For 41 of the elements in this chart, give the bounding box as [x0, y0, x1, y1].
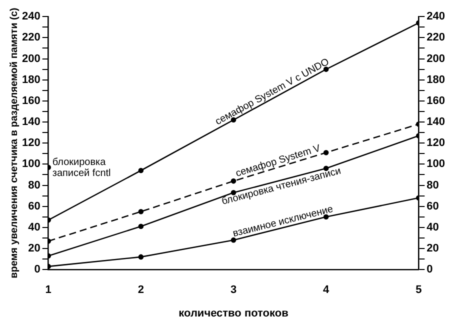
y-tick-label: 160: [22, 94, 40, 107]
y-tick-label: 100: [22, 158, 40, 170]
point: [230, 178, 236, 184]
y-tick-label: 220: [22, 32, 40, 44]
y2-tick-label: 220: [426, 32, 446, 44]
y2-tick-label: 40: [426, 221, 439, 234]
point: [138, 224, 144, 230]
y2-tick-label: 200: [426, 52, 446, 65]
x-tick-label: 3: [230, 284, 237, 296]
y-axis-title: время увеличения счетчика в разделяемой памяти (с): [8, 8, 20, 278]
y2-tick-label: 180: [426, 74, 446, 86]
y-tick-label: 60: [28, 200, 40, 212]
y-tick-label: 140: [22, 116, 40, 128]
y2-tick-label: 60: [426, 200, 439, 212]
x-tick-label: 5: [416, 284, 422, 296]
y2-tick-label: 0: [426, 264, 433, 276]
y2-tick-label: 140: [426, 116, 446, 128]
y-tick-label: 20: [28, 242, 40, 255]
y-tick-label: 120: [22, 137, 40, 150]
point: [230, 237, 236, 243]
y-tick-label: 40: [28, 221, 40, 234]
x-tick-label: 4: [323, 284, 330, 296]
y2-tick-label: 80: [426, 179, 439, 192]
x-tick-label: 2: [138, 284, 144, 296]
annotation: блокировка записей fcntl: [52, 157, 111, 180]
y2-tick-label: 160: [426, 94, 446, 107]
x-tick-label: 1: [45, 284, 52, 296]
point: [138, 208, 144, 214]
y2-tick-label: 120: [426, 137, 446, 150]
y-tick-label: 200: [22, 52, 40, 65]
y-tick-label: 80: [28, 179, 40, 192]
point: [138, 168, 144, 174]
y2-tick-label: 240: [426, 10, 446, 23]
y-tick-label: 240: [22, 10, 40, 23]
point: [138, 254, 144, 260]
point: [323, 150, 329, 156]
x-axis-title: количество потоков: [178, 307, 289, 320]
y-tick-label: 180: [22, 74, 40, 86]
y-tick-label: 0: [34, 264, 40, 276]
y2-tick-label: 100: [426, 158, 446, 170]
y2-tick-label: 20: [426, 242, 439, 255]
